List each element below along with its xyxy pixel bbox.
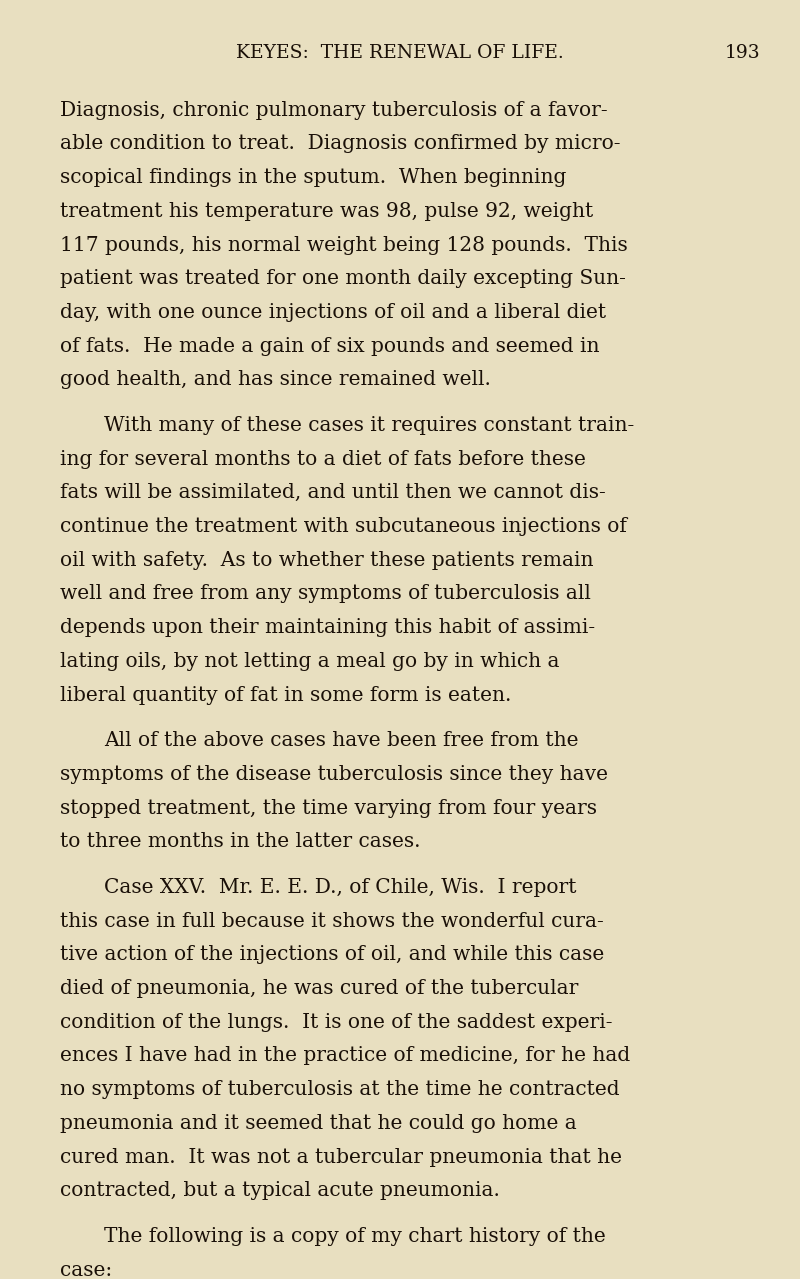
Text: no symptoms of tuberculosis at the time he contracted: no symptoms of tuberculosis at the time … bbox=[60, 1081, 620, 1099]
Text: 193: 193 bbox=[724, 43, 760, 63]
Text: All of the above cases have been free from the: All of the above cases have been free fr… bbox=[104, 732, 578, 751]
Text: ing for several months to a diet of fats before these: ing for several months to a diet of fats… bbox=[60, 450, 586, 468]
Text: cured man.  It was not a tubercular pneumonia that he: cured man. It was not a tubercular pneum… bbox=[60, 1147, 622, 1166]
Text: condition of the lungs.  It is one of the saddest experi-: condition of the lungs. It is one of the… bbox=[60, 1013, 613, 1032]
Text: treatment his temperature was 98, pulse 92, weight: treatment his temperature was 98, pulse … bbox=[60, 202, 594, 221]
Text: lating oils, by not letting a meal go by in which a: lating oils, by not letting a meal go by… bbox=[60, 652, 559, 671]
Text: good health, and has since remained well.: good health, and has since remained well… bbox=[60, 371, 491, 389]
Text: patient was treated for one month daily excepting Sun-: patient was treated for one month daily … bbox=[60, 270, 626, 288]
Text: ences I have had in the practice of medicine, for he had: ences I have had in the practice of medi… bbox=[60, 1046, 630, 1065]
Text: depends upon their maintaining this habit of assimi-: depends upon their maintaining this habi… bbox=[60, 618, 595, 637]
Text: scopical findings in the sputum.  When beginning: scopical findings in the sputum. When be… bbox=[60, 168, 566, 187]
Text: case:: case: bbox=[60, 1261, 112, 1279]
Text: tive action of the injections of oil, and while this case: tive action of the injections of oil, an… bbox=[60, 945, 604, 964]
Text: well and free from any symptoms of tuberculosis all: well and free from any symptoms of tuber… bbox=[60, 585, 591, 604]
Text: day, with one ounce injections of oil and a liberal diet: day, with one ounce injections of oil an… bbox=[60, 303, 606, 322]
Text: died of pneumonia, he was cured of the tubercular: died of pneumonia, he was cured of the t… bbox=[60, 978, 578, 998]
Text: pneumonia and it seemed that he could go home a: pneumonia and it seemed that he could go… bbox=[60, 1114, 577, 1133]
Text: this case in full because it shows the wonderful cura-: this case in full because it shows the w… bbox=[60, 912, 604, 931]
Text: able condition to treat.  Diagnosis confirmed by micro-: able condition to treat. Diagnosis confi… bbox=[60, 134, 621, 153]
Text: to three months in the latter cases.: to three months in the latter cases. bbox=[60, 833, 421, 852]
Text: KEYES:  THE RENEWAL OF LIFE.: KEYES: THE RENEWAL OF LIFE. bbox=[236, 43, 564, 63]
Text: Diagnosis, chronic pulmonary tuberculosis of a favor-: Diagnosis, chronic pulmonary tuberculosi… bbox=[60, 101, 608, 120]
Text: continue the treatment with subcutaneous injections of: continue the treatment with subcutaneous… bbox=[60, 517, 627, 536]
Text: 117 pounds, his normal weight being 128 pounds.  This: 117 pounds, his normal weight being 128 … bbox=[60, 235, 628, 255]
Text: contracted, but a typical acute pneumonia.: contracted, but a typical acute pneumoni… bbox=[60, 1182, 500, 1200]
Text: The following is a copy of my chart history of the: The following is a copy of my chart hist… bbox=[104, 1227, 606, 1246]
Text: liberal quantity of fat in some form is eaten.: liberal quantity of fat in some form is … bbox=[60, 686, 511, 705]
Text: stopped treatment, the time varying from four years: stopped treatment, the time varying from… bbox=[60, 798, 597, 817]
Text: With many of these cases it requires constant train-: With many of these cases it requires con… bbox=[104, 416, 634, 435]
Text: symptoms of the disease tuberculosis since they have: symptoms of the disease tuberculosis sin… bbox=[60, 765, 608, 784]
Text: oil with safety.  As to whether these patients remain: oil with safety. As to whether these pat… bbox=[60, 551, 594, 569]
Text: of fats.  He made a gain of six pounds and seemed in: of fats. He made a gain of six pounds an… bbox=[60, 336, 599, 356]
Text: fats will be assimilated, and until then we cannot dis-: fats will be assimilated, and until then… bbox=[60, 483, 606, 503]
Text: Case XXV.  Mr. E. E. D., of Chile, Wis.  I report: Case XXV. Mr. E. E. D., of Chile, Wis. I… bbox=[104, 877, 577, 897]
